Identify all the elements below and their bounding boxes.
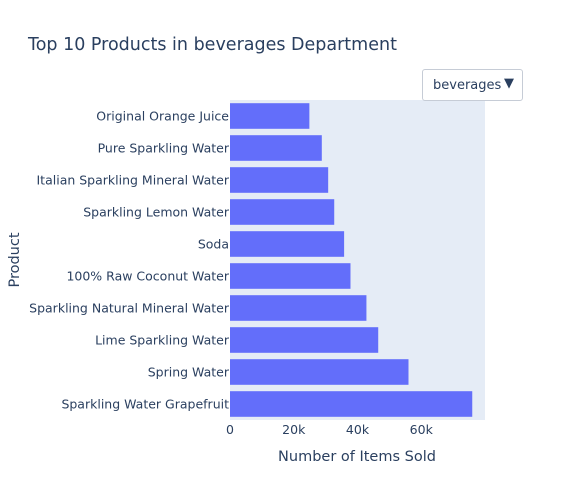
bars-group: [230, 103, 473, 417]
y-tick-label: Soda: [198, 237, 229, 252]
y-tick-label: 100% Raw Coconut Water: [66, 269, 229, 284]
y-tick-label: Italian Sparkling Mineral Water: [37, 173, 230, 188]
y-tick-label: Sparkling Water Grapefruit: [61, 397, 229, 412]
bar: [230, 167, 329, 193]
y-axis-title: Product: [7, 232, 23, 287]
y-tick-label: Sparkling Natural Mineral Water: [29, 301, 230, 316]
y-tick-label: Pure Sparkling Water: [98, 141, 230, 156]
chart-title: Top 10 Products in beverages Department: [27, 35, 397, 55]
department-dropdown[interactable]: beverages ▼: [422, 69, 523, 101]
bar: [230, 295, 367, 321]
dropdown-selected-value: beverages: [433, 78, 502, 93]
bar: [230, 231, 345, 257]
bar: [230, 103, 310, 129]
bar: [230, 359, 409, 385]
bar: [230, 327, 379, 353]
y-tick-label: Original Orange Juice: [96, 109, 229, 124]
bar: [230, 135, 322, 161]
x-tick-label: 20k: [282, 422, 306, 437]
bar: [230, 263, 351, 289]
y-tick-label: Sparkling Lemon Water: [83, 205, 230, 220]
x-axis-title: Number of Items Sold: [278, 449, 436, 465]
y-tick-label: Lime Sparkling Water: [95, 333, 230, 348]
y-tick-label: Spring Water: [148, 365, 230, 380]
bar: [230, 199, 335, 225]
x-tick-label: 40k: [346, 422, 370, 437]
y-tick-labels: Original Orange Juice Pure Sparkling Wate…: [29, 109, 230, 412]
x-tick-labels: 0 20k 40k 60k: [226, 422, 434, 437]
x-tick-label: 60k: [410, 422, 434, 437]
chevron-down-icon: ▼: [504, 76, 514, 91]
bar: [230, 391, 473, 417]
x-tick-label: 0: [226, 422, 234, 437]
